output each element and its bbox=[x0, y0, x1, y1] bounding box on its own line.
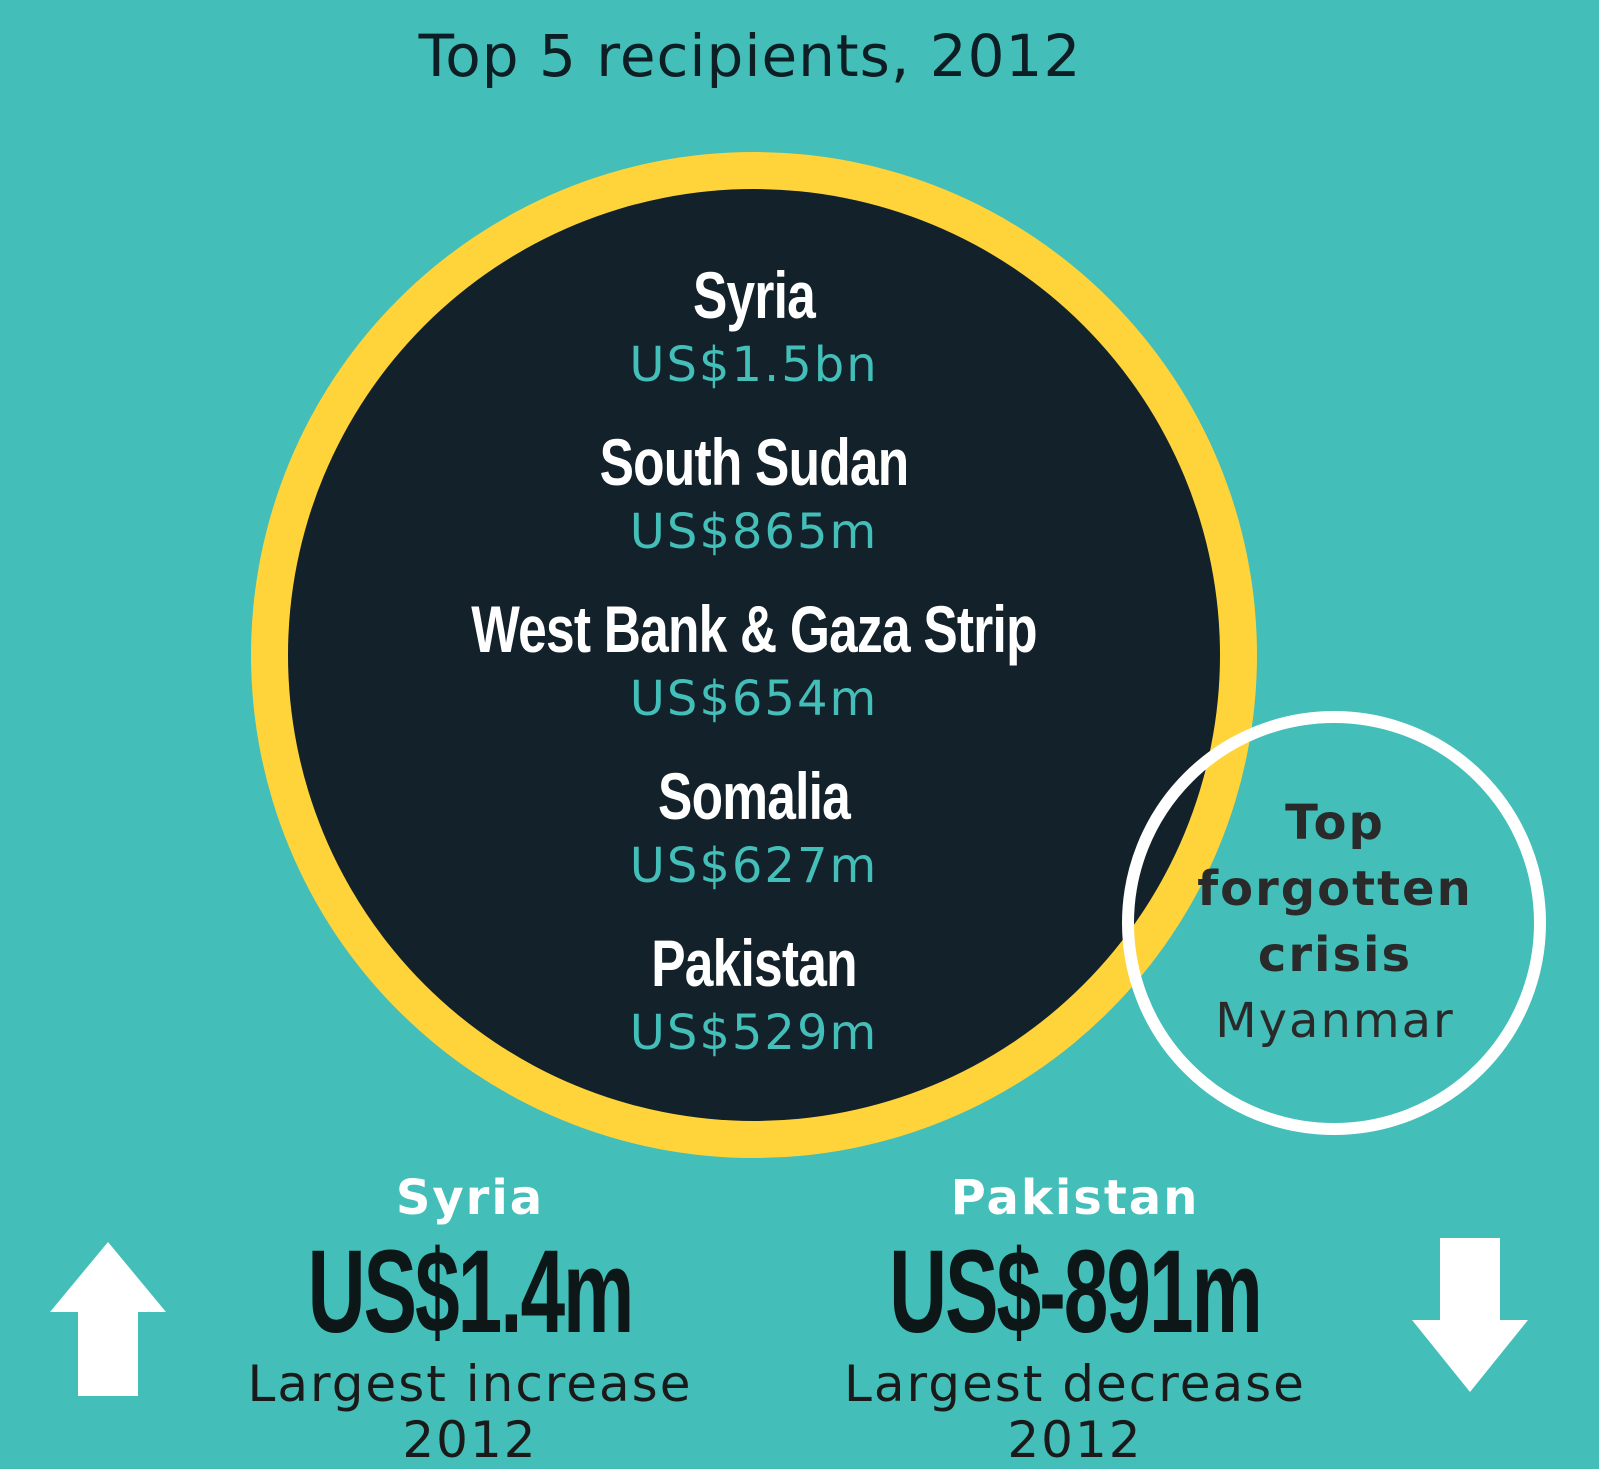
recipient-item: Somalia US$627m bbox=[288, 756, 1220, 923]
decrease-country: Pakistan bbox=[950, 1170, 1200, 1226]
recipients-list: Syria US$1.5bn South Sudan US$865m West … bbox=[288, 255, 1220, 1090]
recipient-item: Syria US$1.5bn bbox=[288, 255, 1220, 422]
forgotten-country: Myanmar bbox=[1215, 993, 1455, 1049]
recipient-name: Syria bbox=[692, 258, 816, 332]
largest-decrease: Pakistan US$-891m Largest decrease 2012 bbox=[790, 1168, 1360, 1468]
recipient-item: South Sudan US$865m bbox=[288, 422, 1220, 589]
largest-increase: Syria US$1.4m Largest increase 2012 bbox=[190, 1168, 750, 1468]
recipient-item: Pakistan US$529m bbox=[288, 923, 1220, 1090]
forgotten-line3: crisis bbox=[1257, 927, 1413, 983]
increase-label: Largest increase 2012 bbox=[247, 1355, 693, 1469]
decrease-value: US$-891m bbox=[889, 1226, 1263, 1358]
recipient-amount: US$865m bbox=[629, 504, 879, 560]
decrease-label: Largest decrease 2012 bbox=[844, 1355, 1306, 1469]
arrow-down-icon bbox=[1412, 1238, 1528, 1392]
arrow-up-icon bbox=[50, 1242, 166, 1396]
recipient-name: West Bank & Gaza Strip bbox=[471, 592, 1037, 666]
recipient-amount: US$1.5bn bbox=[629, 337, 879, 393]
forgotten-line2: forgotten bbox=[1197, 861, 1473, 917]
recipient-name: South Sudan bbox=[599, 425, 910, 499]
recipient-name: Pakistan bbox=[651, 926, 857, 1000]
increase-value: US$1.4m bbox=[307, 1226, 635, 1358]
top-recipients-circle bbox=[288, 189, 1220, 1121]
recipient-amount: US$529m bbox=[629, 1005, 879, 1061]
chart-title: Top 5 recipients, 2012 bbox=[418, 22, 1082, 90]
forgotten-crisis-text: Top forgotten crisis Myanmar bbox=[1170, 790, 1500, 1054]
increase-country: Syria bbox=[395, 1170, 545, 1226]
forgotten-line1: Top bbox=[1285, 795, 1385, 851]
recipient-item: West Bank & Gaza Strip US$654m bbox=[288, 589, 1220, 756]
recipient-amount: US$627m bbox=[629, 838, 879, 894]
recipient-name: Somalia bbox=[658, 759, 851, 833]
recipient-amount: US$654m bbox=[629, 671, 879, 727]
